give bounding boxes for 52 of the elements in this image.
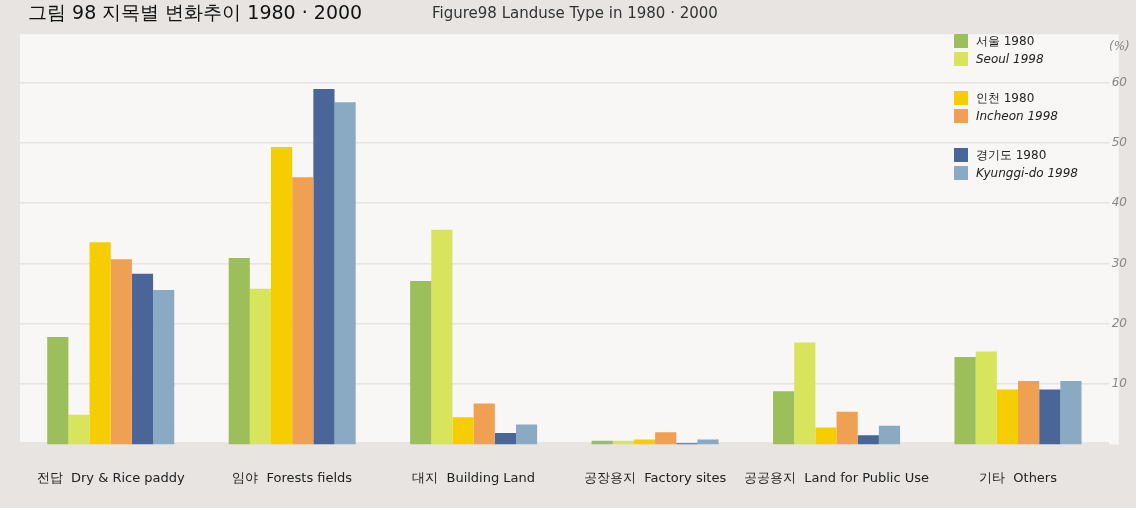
x-tick-label: 공공용지 Land for Public Use: [744, 469, 930, 485]
bar: [249, 288, 272, 445]
chart-title: 그림 98 지목별 변화추이 1980 · 2000: [28, 0, 363, 25]
x-tick-label: 임야 Forests fields: [232, 469, 353, 485]
bar: [110, 259, 132, 445]
bar: [1039, 389, 1061, 445]
bar: [1018, 381, 1040, 445]
bar: [815, 427, 837, 445]
bar: [836, 411, 858, 445]
bar: [515, 424, 538, 445]
x-tick-label: 공장용지 Factory sites: [584, 469, 727, 485]
chart-subtitle: Figure98 Landuse Type in 1980 · 2000: [432, 4, 718, 22]
bar: [228, 258, 250, 445]
x-tick-label: 대지 Building Land: [412, 469, 536, 485]
legend-label: Kyunggi-do 1998: [975, 166, 1078, 180]
bar: [68, 414, 90, 445]
y-axis-title: (%): [1108, 39, 1130, 54]
x-tick-label: 기타 Others: [979, 469, 1058, 485]
legend-label: 경기도 1980: [975, 146, 1047, 164]
bar: [271, 147, 293, 445]
bar: [89, 242, 111, 445]
bar: [996, 389, 1018, 445]
bar: [47, 337, 69, 445]
bar: [954, 356, 976, 445]
bar: [431, 229, 453, 445]
legend-label: 서울 1980: [975, 32, 1035, 50]
y-tick-label: 40: [1111, 195, 1128, 210]
bar: [131, 273, 154, 445]
bar: [794, 342, 816, 445]
bar: [334, 102, 356, 445]
bar: [292, 177, 314, 445]
bar: [975, 351, 997, 445]
bar: [153, 289, 175, 445]
y-tick-label: 60: [1111, 74, 1128, 89]
x-tick-label: 전답 Dry & Rice paddy: [36, 469, 186, 485]
bar: [473, 403, 495, 445]
bar: [878, 425, 901, 445]
bar: [452, 417, 474, 445]
y-tick-label: 30: [1111, 255, 1128, 270]
bar: [655, 432, 677, 445]
y-tick-label: 50: [1111, 134, 1128, 149]
legend-label: Incheon 1998: [975, 109, 1058, 123]
bar: [857, 435, 879, 445]
bar: [773, 391, 795, 445]
bar: [313, 89, 335, 445]
bar: [494, 432, 516, 445]
legend-label: Seoul 1998: [975, 52, 1044, 66]
y-tick-label: 20: [1111, 315, 1128, 330]
y-tick-label: 10: [1111, 376, 1128, 391]
bar: [410, 280, 432, 445]
bar: [1060, 381, 1082, 445]
legend-label: 인천 1980: [975, 89, 1035, 107]
